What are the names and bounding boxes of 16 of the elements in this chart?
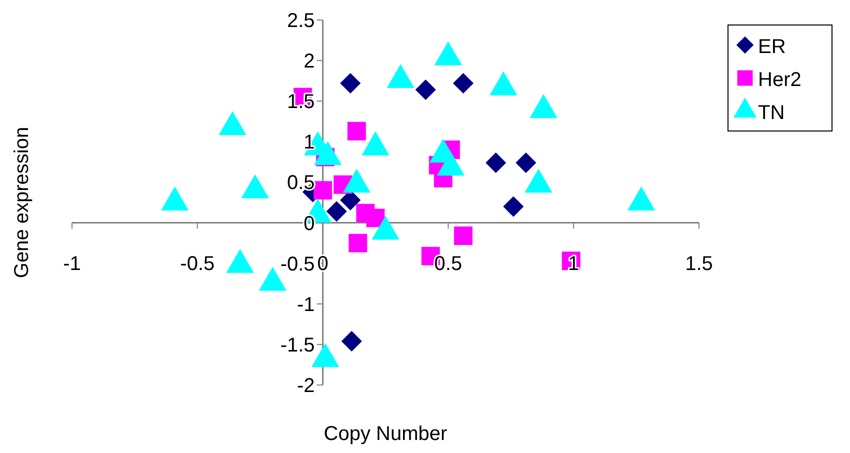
x-tick-label: -1 [63, 252, 81, 275]
y-axis-title: Gene expression [11, 126, 33, 278]
x-tick-label: 0.5 [434, 252, 462, 275]
y-tick-label: -1 [297, 294, 315, 316]
x-tick-label: 1 [568, 252, 580, 275]
x-tick-label: 1.5 [685, 252, 713, 275]
legend-label: ER [758, 36, 786, 58]
x-tick-label: -0.5 [180, 252, 215, 275]
y-tick-label: -1.5 [280, 334, 315, 356]
legend-label: TN [758, 102, 785, 124]
y-tick-label: 2 [304, 50, 315, 73]
y-tick-label: 0.5 [286, 172, 315, 194]
y-tick-label: 2.5 [286, 10, 315, 32]
y-tick-label: -2 [297, 375, 315, 397]
legend-label: Her2 [758, 69, 802, 91]
x-axis-title: Copy Number [324, 423, 448, 445]
